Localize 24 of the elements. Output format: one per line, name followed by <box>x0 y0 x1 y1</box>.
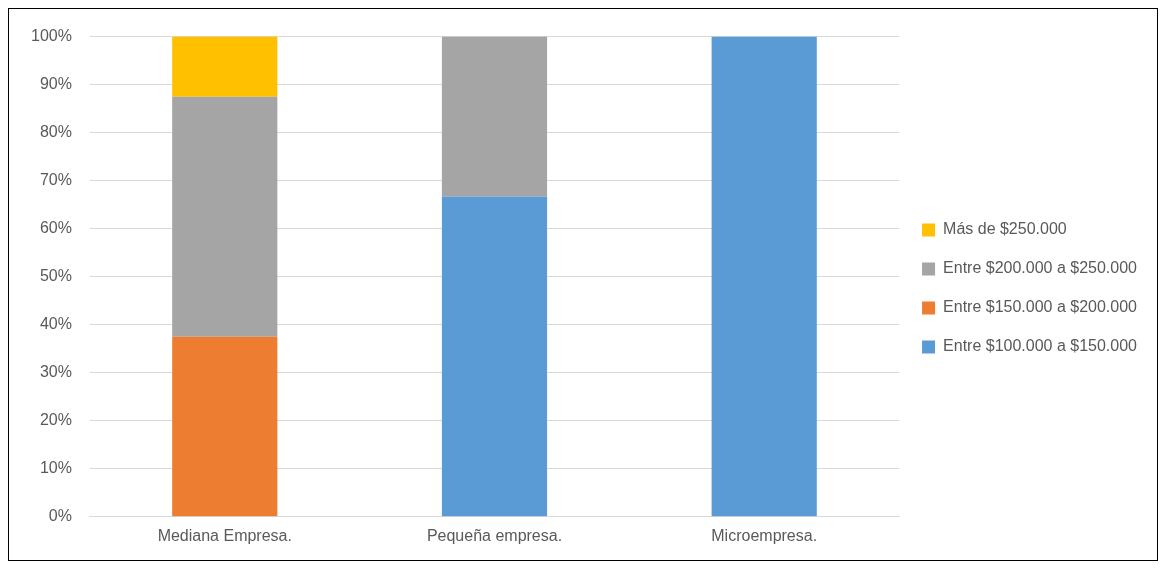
x-tick-label: Pequeña empresa. <box>426 526 563 544</box>
y-tick-label: 60% <box>39 219 72 237</box>
y-tick-label: 20% <box>39 411 72 429</box>
bar <box>172 96 278 337</box>
bar <box>441 36 548 197</box>
y-tick-label: 90% <box>39 75 72 93</box>
y-tick-label: 100% <box>31 27 72 45</box>
y-tick-label: 10% <box>39 459 72 477</box>
bar <box>172 336 278 517</box>
legend-label: Entre $100.000 a $150.000 <box>943 337 1138 355</box>
y-tick-label: 70% <box>39 171 72 189</box>
x-tick-label: Mediana Empresa. <box>157 526 292 544</box>
bar <box>172 36 278 97</box>
x-tick-label: Microempresa. <box>711 526 818 544</box>
y-tick-label: 50% <box>39 267 72 285</box>
legend-label: Entre $200.000 a $250.000 <box>943 259 1138 277</box>
y-tick-label: 80% <box>39 123 72 141</box>
y-tick-label: 30% <box>39 363 72 381</box>
legend-label: Entre $150.000 a $200.000 <box>943 298 1138 316</box>
bar <box>441 196 548 517</box>
bar <box>711 36 817 517</box>
legend-label: Más de $250.000 <box>943 220 1067 238</box>
y-tick-label: 40% <box>39 315 72 333</box>
y-tick-label: 0% <box>48 507 72 525</box>
